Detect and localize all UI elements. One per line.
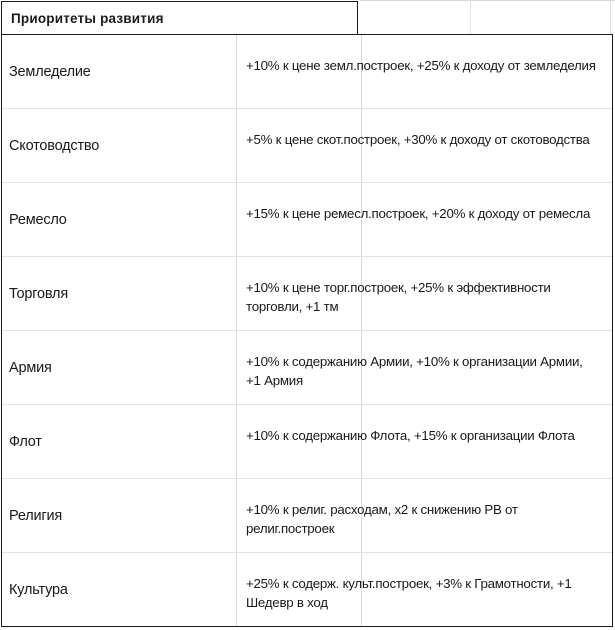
priority-effect: +10% к религ. расходам, x2 к снижению РВ…	[246, 502, 518, 536]
priorities-table: Земледелие +10% к цене земл.построек, +2…	[1, 34, 613, 627]
column-gridline	[470, 0, 471, 36]
table-row[interactable]: Флот +10% к содержанию Флота, +15% к орг…	[2, 405, 612, 479]
priority-name: Скотоводство	[9, 137, 100, 154]
priority-name: Земледелие	[9, 63, 91, 80]
priority-effect: +10% к цене земл.построек, +25% к доходу…	[246, 58, 596, 73]
table-row[interactable]: Ремесло +15% к цене ремесл.построек, +20…	[2, 183, 612, 257]
priority-name: Ремесло	[9, 211, 67, 228]
table-row[interactable]: Скотоводство +5% к цене скот.построек, +…	[2, 109, 612, 183]
priority-effect: +25% к содерж. культ.построек, +3% к Гра…	[246, 576, 572, 610]
priority-effect: +10% к содержанию Флота, +15% к организа…	[246, 428, 575, 443]
column-gridline	[610, 0, 611, 36]
table-row[interactable]: Торговля +10% к цене торг.построек, +25%…	[2, 257, 612, 331]
table-row[interactable]: Земледелие +10% к цене земл.построек, +2…	[2, 35, 612, 109]
priority-name: Культура	[9, 582, 68, 598]
table-row[interactable]: Религия +10% к религ. расходам, x2 к сни…	[2, 479, 612, 553]
priority-name: Торговля	[9, 285, 68, 302]
priority-effect: +5% к цене скот.построек, +30% к доходу …	[246, 132, 590, 147]
table-row[interactable]: Культура +25% к содерж. культ.построек, …	[2, 553, 612, 627]
header-tab: Приоритеты развития	[1, 1, 358, 34]
priority-name: Армия	[9, 359, 52, 376]
priority-name: Флот	[9, 433, 42, 450]
page-title: Приоритеты развития	[11, 11, 164, 26]
priority-effect: +15% к цене ремесл.построек, +20% к дохо…	[246, 206, 591, 221]
top-gridline	[360, 0, 615, 1]
priority-effect: +10% к цене торг.построек, +25% к эффект…	[246, 280, 551, 314]
priority-name: Религия	[9, 507, 63, 524]
priority-effect: +10% к содержанию Армии, +10% к организа…	[246, 354, 583, 388]
table-row[interactable]: Армия +10% к содержанию Армии, +10% к ор…	[2, 331, 612, 405]
